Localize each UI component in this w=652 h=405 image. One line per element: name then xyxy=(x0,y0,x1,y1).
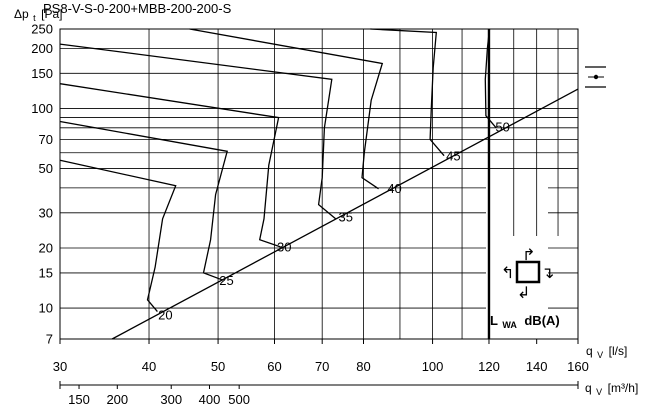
x-tick-label: 120 xyxy=(478,359,500,374)
y-tick-label: 20 xyxy=(39,240,53,255)
x2-tick-labels: 150 200 300 400 500 xyxy=(59,381,579,405)
sound-level-label: 50 xyxy=(495,120,509,135)
x-tick-label: 80 xyxy=(356,359,370,374)
y-tick-label: 50 xyxy=(39,161,53,176)
damper-curve xyxy=(484,28,497,129)
x2-axis-label-unit: [m³/h] xyxy=(608,381,639,395)
x-tick-label: 50 xyxy=(211,359,225,374)
x2-tick-label: 300 xyxy=(160,392,182,405)
chart-title: PS8-V-S-0-200+MBB-200-200-S xyxy=(43,1,232,16)
x2-axis-label-sub: V xyxy=(596,387,602,397)
plot-area-border xyxy=(59,28,579,340)
y-tick-label: 70 xyxy=(39,132,53,147)
x2-tick-label: 150 xyxy=(68,392,90,405)
sound-level-label: 20 xyxy=(158,307,172,322)
y-axis-label: Δp t [Pa] xyxy=(14,5,62,25)
x2-axis-label: q V [m³/h] xyxy=(585,379,638,399)
x2-tick-label: 400 xyxy=(199,392,221,405)
x-axis-label-main: q xyxy=(586,344,593,358)
sound-level-label: 35 xyxy=(339,209,353,224)
y-tick-label: 150 xyxy=(31,66,53,81)
y-axis-label-unit: [Pa] xyxy=(41,7,62,21)
x-axis-label: q V [l/s] xyxy=(586,342,627,362)
y-tick-label: 30 xyxy=(39,205,53,220)
y-tick-label: 250 xyxy=(31,22,53,37)
tolerance-symbol-icon xyxy=(585,66,606,88)
y-axis-label-sub: t xyxy=(33,13,36,23)
damper-curve xyxy=(189,28,384,190)
y-tick-label: 15 xyxy=(39,265,53,280)
system-curve-line xyxy=(111,88,579,340)
sound-level-labels: 20 25 30 35 40 45 50 xyxy=(158,120,510,323)
sound-level-label: 25 xyxy=(219,273,233,288)
sound-unit-rest: dB(A) xyxy=(524,313,559,328)
sound-level-label: 40 xyxy=(387,181,401,196)
sound-unit-sub: WA xyxy=(502,320,517,330)
y-tick-label: 200 xyxy=(31,41,53,56)
y-tick-label: 100 xyxy=(31,101,53,116)
y-tick-label: 10 xyxy=(39,301,53,316)
x-tick-label: 60 xyxy=(267,359,281,374)
x-tick-label: 40 xyxy=(142,359,156,374)
system-line xyxy=(111,88,579,340)
x-axis-label-sub: V xyxy=(597,350,603,360)
arrow-right-down-icon: ↴ xyxy=(541,265,554,282)
x-tick-label: 100 xyxy=(422,359,444,374)
x-tick-label: 70 xyxy=(315,359,329,374)
x2-tick-label: 500 xyxy=(228,392,250,405)
x-tick-label: 140 xyxy=(526,359,548,374)
damper-curve xyxy=(59,43,337,220)
damper-curve xyxy=(59,120,229,281)
sound-level-label: 30 xyxy=(277,240,291,255)
damper-curve xyxy=(370,28,445,157)
y-axis-label-main: Δp xyxy=(14,7,29,21)
x-tick-label: 160 xyxy=(567,359,589,374)
x2-tick-label: 200 xyxy=(106,392,128,405)
damper-curves xyxy=(59,28,497,313)
sound-legend-icon: ↱ ↰ ↴ ↲ xyxy=(501,247,554,302)
damper-curve xyxy=(59,83,281,248)
damper-curve xyxy=(59,159,177,313)
arrow-down-left-icon: ↲ xyxy=(517,285,530,302)
grid-lines xyxy=(59,28,579,339)
sound-unit-main: L xyxy=(490,313,498,328)
y-tick-labels: 7 10 15 20 30 50 70 100 150 200 250 xyxy=(31,22,53,347)
arrow-left-icon: ↰ xyxy=(501,265,514,282)
sound-level-label: 45 xyxy=(446,149,460,164)
x2-axis-label-main: q xyxy=(585,381,592,395)
sound-unit-label: L WA dB(A) xyxy=(490,312,560,332)
x-axis-label-unit: [l/s] xyxy=(609,344,628,358)
x-tick-label: 30 xyxy=(53,359,67,374)
arrow-up-right-icon: ↱ xyxy=(522,247,535,264)
x-tick-labels: 30 40 50 60 70 80 100 120 140 160 xyxy=(53,339,589,374)
y-tick-label: 7 xyxy=(46,332,53,347)
